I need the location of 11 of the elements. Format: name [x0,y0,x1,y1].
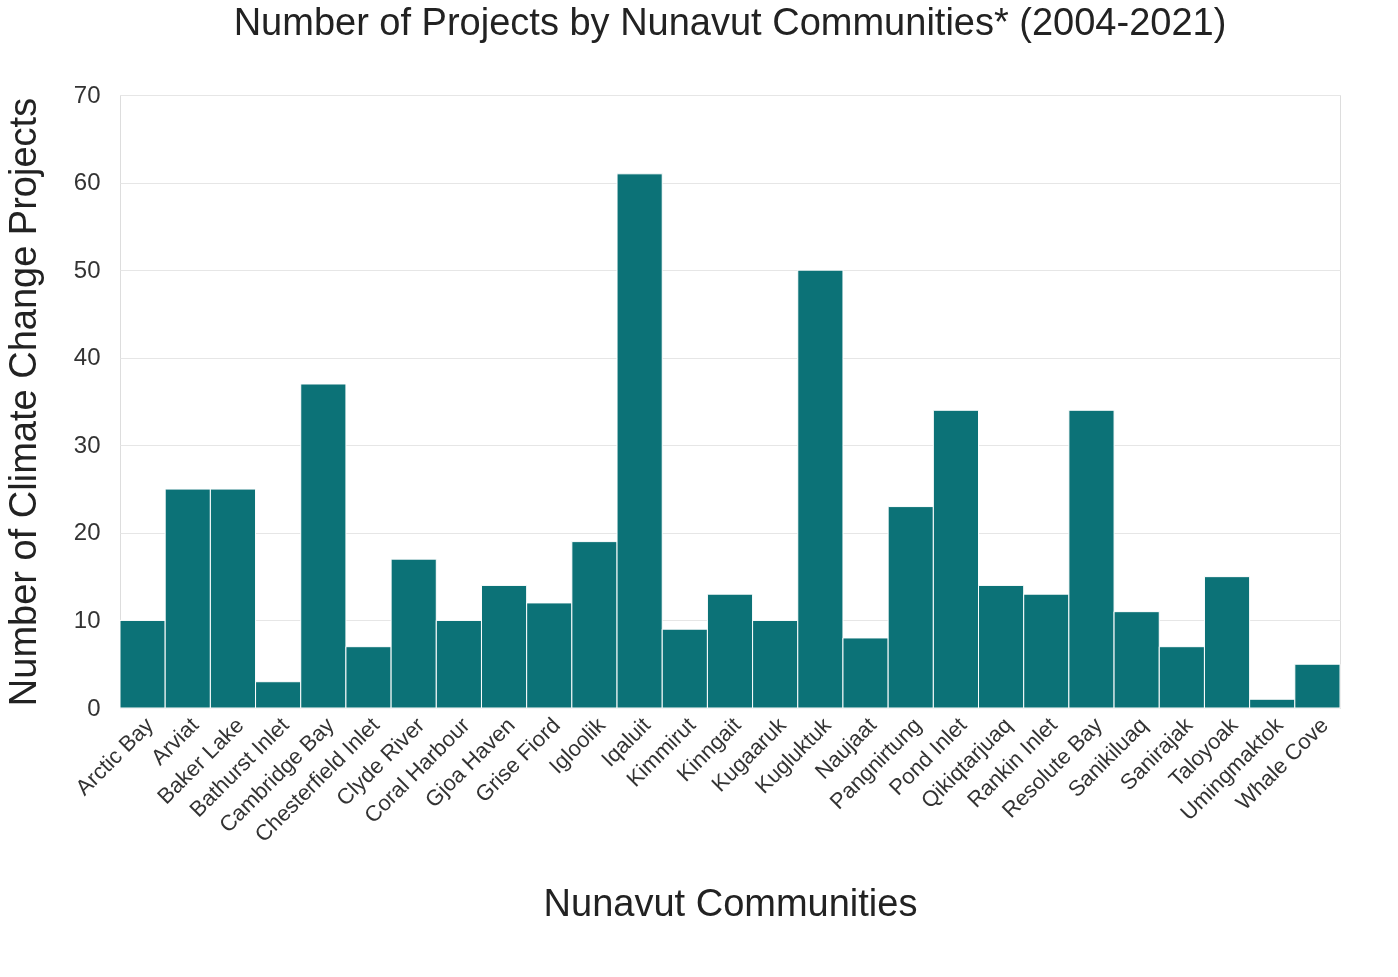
y-tick-label: 0 [87,693,101,721]
chart-title: Number of Projects by Nunavut Communities* (2004-2021) [233,1,1227,43]
y-tick-label: 70 [73,80,101,108]
y-axis-title: Number of Climate Change Projects [1,97,44,707]
y-tick-label: 20 [73,518,101,546]
x-axis-title: Nunavut Communities [543,882,918,925]
y-tick-label: 50 [73,255,101,283]
y-tick-label: 10 [73,605,101,633]
y-tick-label: 30 [73,430,101,458]
y-tick-label: 60 [73,168,101,196]
y-tick-label: 40 [73,343,101,371]
